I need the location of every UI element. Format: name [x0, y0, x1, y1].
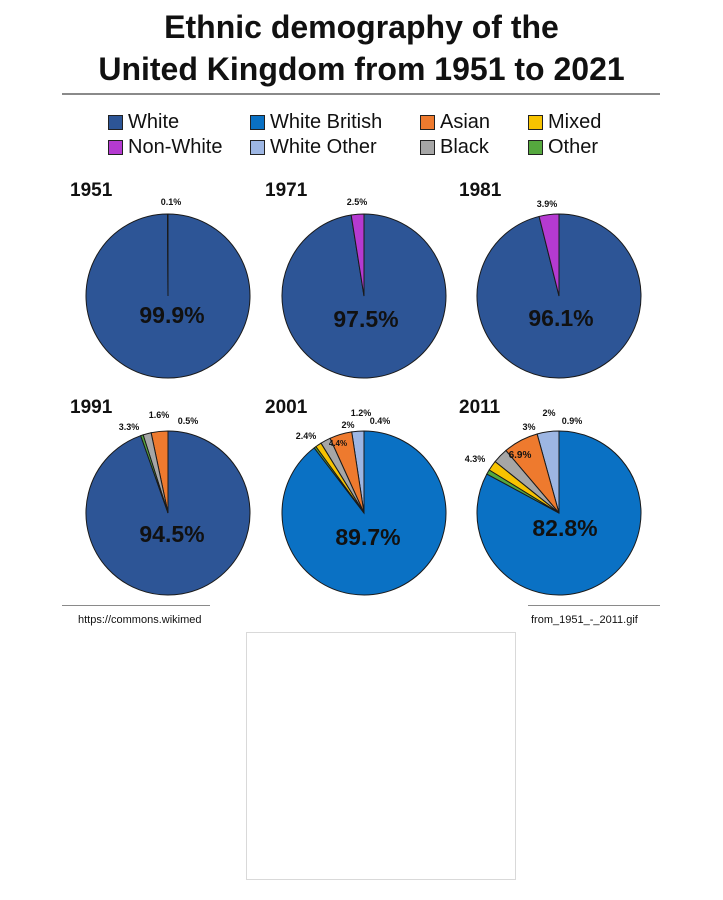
legend-swatch — [420, 114, 435, 130]
pie-slice-black — [142, 432, 169, 514]
legend-item-non-white: Non-White — [108, 135, 222, 159]
footer-divider-right — [528, 605, 660, 606]
pie-main-value-label: 94.5% — [139, 521, 204, 547]
pie-slice-mixed — [488, 460, 560, 514]
legend-label: Mixed — [548, 111, 602, 133]
pie-slice-value-label: 6.9% — [509, 450, 532, 461]
chart-2021-panel — [246, 632, 516, 880]
title-divider — [62, 93, 660, 95]
chart-year-label: 2001 — [265, 397, 308, 418]
pie-slice-white — [281, 213, 447, 379]
pie-slice-white-british — [476, 430, 642, 596]
pie-slice-value-label: 0.9% — [562, 416, 583, 426]
pie-slice-white-other — [351, 430, 365, 514]
pie-slice-white — [476, 213, 642, 379]
pie-slice-value-label: 1.2% — [351, 408, 372, 418]
pie-1951 — [85, 213, 251, 379]
legend-label: White British — [270, 111, 383, 133]
pie-slice-non-white — [166, 213, 169, 297]
pie-slice-value-label: 2.5% — [347, 197, 368, 207]
legend-label: White — [128, 111, 180, 133]
pie-slice-black — [320, 437, 365, 514]
legend-swatch — [250, 114, 265, 130]
chart-year-label: 1991 — [70, 397, 113, 418]
pie-slice-value-label: 0.5% — [178, 416, 199, 426]
legend-item-white-british: White British — [250, 110, 382, 134]
pie-slice-non-white — [350, 213, 365, 297]
pie-slice-value-label: 3.3% — [119, 422, 140, 432]
source-url-right: from_1951_-_2011.gif — [531, 614, 638, 626]
chart-year-label: 1951 — [70, 180, 113, 201]
legend-label: Black — [440, 136, 489, 158]
pie-main-value-label: 82.8% — [532, 515, 597, 541]
legend-item-white-other: White Other — [250, 135, 377, 159]
page-title: Ethnic demography of the United Kingdom … — [0, 6, 723, 90]
legend-item-other: Other — [528, 135, 598, 159]
pie-slice-mixed — [315, 442, 365, 514]
chart-year-label: 1981 — [459, 180, 502, 201]
pie-slice-value-label: 2% — [542, 408, 555, 418]
legend-item-asian: Asian — [420, 110, 490, 134]
pie-slice-value-label: 3.9% — [537, 199, 558, 209]
pie-2011 — [476, 430, 642, 596]
legend-label: Other — [548, 136, 599, 158]
legend-swatch — [108, 114, 123, 130]
pie-slice-other — [313, 445, 365, 514]
pie-slice-white — [85, 213, 251, 379]
pie-2001 — [281, 430, 447, 596]
legend-item-black: Black — [420, 135, 489, 159]
pie-slice-white-british — [281, 430, 447, 596]
legend-item-mixed: Mixed — [528, 110, 601, 134]
pie-main-value-label: 96.1% — [528, 305, 593, 331]
pie-main-value-label: 99.9% — [139, 302, 204, 328]
pie-slice-asian — [329, 431, 365, 514]
pie-slice-value-label: 2% — [341, 420, 354, 430]
pie-slice-black — [494, 449, 560, 514]
pie-slice-white — [85, 430, 251, 596]
source-url-left: https://commons.wikimed — [78, 614, 202, 626]
pie-1981 — [476, 213, 642, 379]
pie-1991 — [85, 430, 251, 596]
title-line-2: United Kingdom from 1951 to 2021 — [98, 51, 625, 87]
title-line-1: Ethnic demography of the — [164, 9, 559, 45]
legend-swatch — [250, 139, 265, 155]
legend-label: Non-White — [128, 136, 223, 158]
footer-divider-left — [62, 605, 210, 606]
pie-slice-other — [140, 434, 169, 514]
pie-slice-value-label: 0.1% — [161, 197, 182, 207]
pie-slice-non-white — [538, 213, 560, 297]
chart-year-label: 1971 — [265, 180, 308, 201]
legend-swatch — [528, 114, 543, 130]
pie-slice-asian — [505, 433, 560, 514]
pie-slice-value-label: 0.4% — [370, 416, 391, 426]
legend-swatch — [528, 139, 543, 155]
pie-slice-value-label: 3% — [522, 422, 535, 432]
legend-swatch — [420, 139, 435, 155]
pie-slice-value-label: 4.4% — [329, 439, 347, 448]
legend-label: White Other — [270, 136, 377, 158]
pie-slice-other — [486, 469, 560, 514]
pie-1971 — [281, 213, 447, 379]
pie-slice-white-other — [536, 430, 560, 514]
legend-swatch — [108, 139, 123, 155]
pie-main-value-label: 97.5% — [333, 306, 398, 332]
pie-slice-asian — [150, 430, 169, 514]
legend-item-white: White — [108, 110, 179, 134]
pie-slice-value-label: 4.3% — [465, 454, 486, 464]
pie-slice-value-label: 2.4% — [296, 431, 317, 441]
legend-label: Asian — [440, 111, 491, 133]
pie-slice-value-label: 1.6% — [149, 410, 170, 420]
chart-year-label: 2011 — [459, 397, 501, 418]
pie-main-value-label: 89.7% — [335, 524, 400, 550]
